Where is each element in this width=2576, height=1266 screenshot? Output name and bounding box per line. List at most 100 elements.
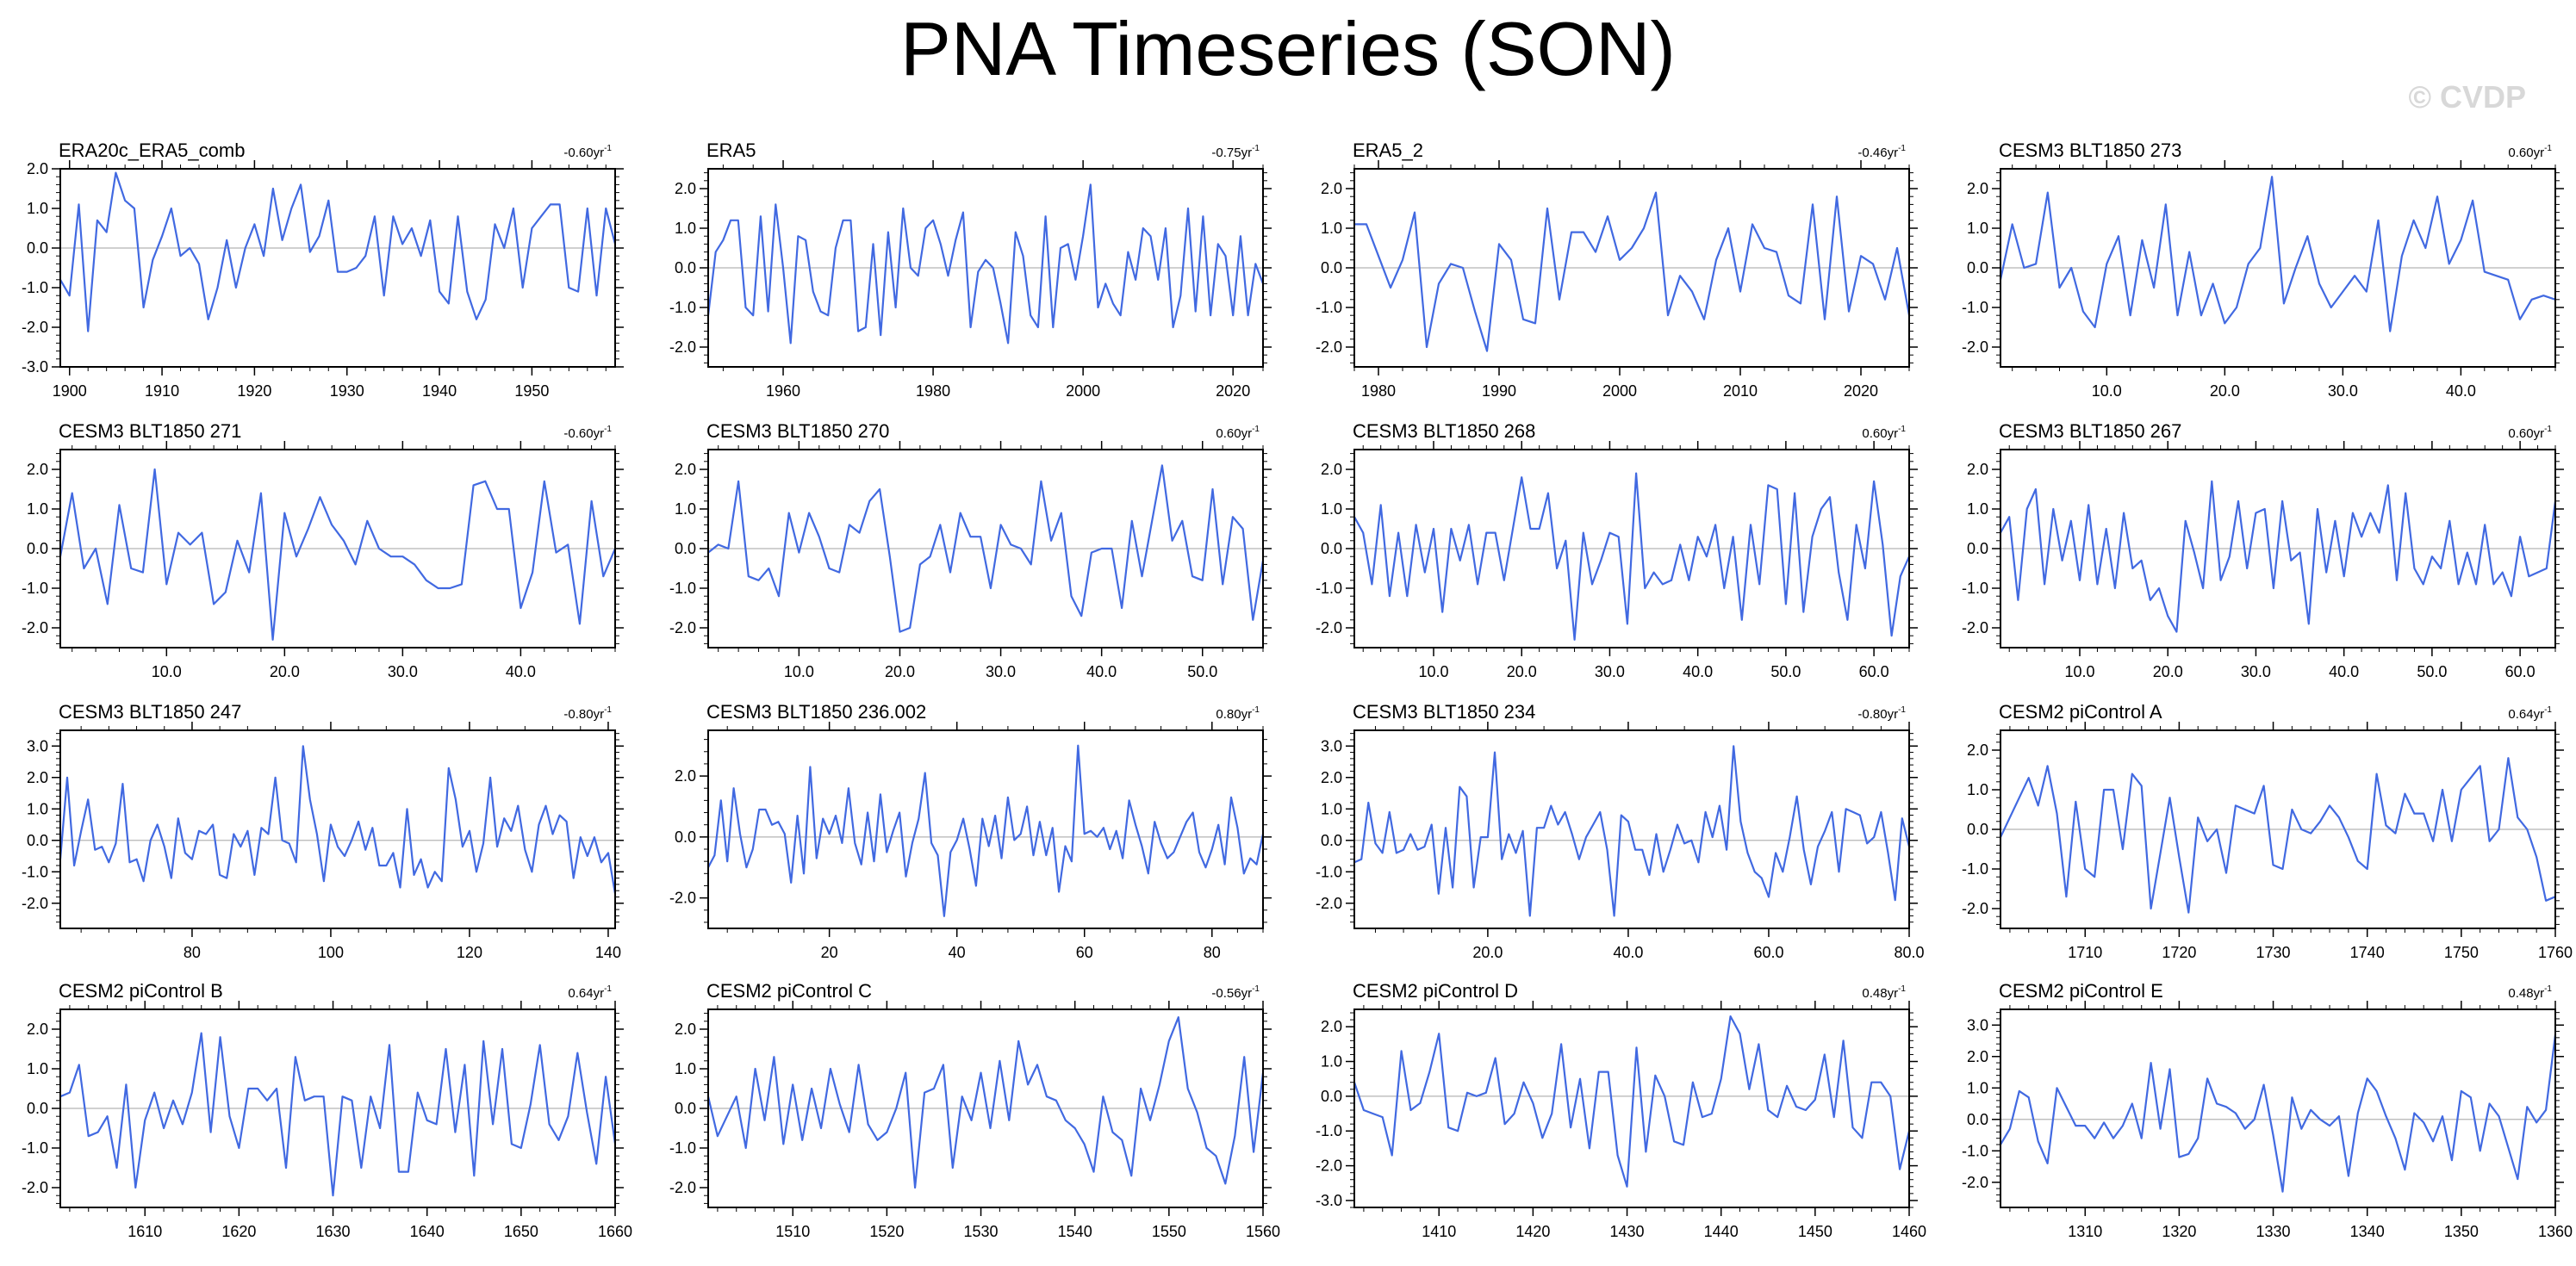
y-tick-label: 0.0 (27, 239, 48, 257)
panel-title: CESM3 BLT1850 270 (706, 420, 889, 442)
y-tick-label: -1.0 (1962, 1142, 1988, 1159)
x-tick-label: 50.0 (1187, 663, 1217, 680)
series-line (706, 183, 1265, 344)
x-tick-label: 40 (949, 944, 966, 961)
panel-title: CESM2 piControl C (706, 980, 872, 1002)
y-tick-label: 1.0 (1321, 220, 1342, 237)
x-tick-label: 1660 (598, 1223, 632, 1240)
y-tick-label: 1.0 (675, 500, 696, 518)
chart-panel-2: ERA5 -0.75yr-1 -2.0 -1.0 0.0 1.0 2.0 1960 1980 20… (669, 140, 1272, 400)
trend-label: 0.48yr-1 (1862, 984, 1906, 1001)
x-tick-label: 1560 (1246, 1223, 1280, 1240)
y-tick-label: -2.0 (1962, 1174, 1988, 1191)
chart-panel-11: CESM3 BLT1850 234 -0.80yr-1 -2.0 -1.0 0.0 1.0… (1316, 701, 1925, 961)
x-tick-label: 20.0 (2210, 382, 2240, 400)
trend-label: -0.75yr-1 (1211, 144, 1260, 160)
y-tick-label: 2.0 (1967, 1048, 1988, 1065)
x-tick-label: 30.0 (986, 663, 1016, 680)
series-line (1353, 1015, 1911, 1188)
y-tick-label: 1.0 (27, 500, 48, 518)
y-tick-label: -2.0 (22, 1179, 48, 1196)
trend-label: 0.60yr-1 (2508, 425, 2552, 441)
y-tick-label: 1.0 (1967, 781, 1988, 798)
y-tick-label: 2.0 (1321, 461, 1342, 478)
plot-frame (1353, 729, 1910, 929)
panel-title: CESM2 piControl B (59, 980, 223, 1002)
y-tick-label: -1.0 (669, 1139, 696, 1157)
y-tick-label: 2.0 (27, 769, 48, 786)
y-tick-label: 2.0 (675, 461, 696, 478)
y-tick-label: 1.0 (1321, 500, 1342, 518)
y-tick-label: -1.0 (1316, 580, 1342, 597)
x-tick-label: 1310 (2068, 1223, 2102, 1240)
y-tick-label: -1.0 (1962, 299, 1988, 316)
x-tick-label: 60.0 (1753, 944, 1783, 961)
x-tick-label: 1930 (330, 382, 364, 400)
trend-label: 0.60yr-1 (2508, 144, 2552, 160)
y-tick-label: 0.0 (1321, 259, 1342, 276)
series-line (1999, 176, 2556, 332)
plot-frame (707, 729, 1264, 929)
x-tick-label: 1450 (1798, 1223, 1832, 1240)
x-tick-label: 20.0 (1472, 944, 1503, 961)
page-title: PNA Timeseries (SON) (900, 6, 1676, 91)
x-tick-label: 80 (184, 944, 201, 961)
x-tick-label: 2000 (1066, 382, 1100, 400)
x-tick-label: 1940 (422, 382, 457, 400)
plot-frame (1353, 1008, 1910, 1208)
x-tick-label: 60.0 (1859, 663, 1889, 680)
x-tick-label: 1740 (2350, 944, 2385, 961)
series-line (59, 1032, 617, 1197)
chart-panel-5: CESM3 BLT1850 271 -0.60yr-1 -2.0 -1.0 0.0 1.0… (22, 420, 624, 680)
y-tick-label: 0.0 (675, 1100, 696, 1117)
y-tick-label: 1.0 (1967, 1079, 1988, 1096)
panel-title: ERA5_2 (1353, 140, 1423, 161)
y-tick-label: 2.0 (675, 1021, 696, 1038)
y-tick-label: -2.0 (1316, 619, 1342, 636)
trend-label: 0.48yr-1 (2508, 984, 2552, 1001)
x-tick-label: 60 (1076, 944, 1093, 961)
plot-frame (59, 729, 616, 929)
y-tick-label: 2.0 (1321, 180, 1342, 197)
chart-panel-4: CESM3 BLT1850 273 0.60yr-1 -2.0 -1.0 0.0 1.0 2… (1962, 140, 2564, 400)
y-tick-label: 3.0 (27, 737, 48, 754)
x-tick-label: 1720 (2162, 944, 2196, 961)
x-tick-label: 1630 (316, 1223, 351, 1240)
series-line (59, 468, 617, 641)
panel-title: CESM3 BLT1850 273 (1999, 140, 2181, 161)
chart-panel-14: CESM2 piControl C -0.56yr-1 -2.0 -1.0 0.0 1.0… (669, 980, 1280, 1240)
x-tick-label: 1910 (145, 382, 179, 400)
x-tick-label: 30.0 (2328, 382, 2358, 400)
y-tick-label: -1.0 (22, 580, 48, 597)
x-tick-label: 50.0 (2417, 663, 2447, 680)
x-tick-label: 10.0 (152, 663, 182, 680)
y-tick-label: 2.0 (1967, 461, 1988, 478)
chart-panel-9: CESM3 BLT1850 247 -0.80yr-1 -2.0 -1.0 0.0 1.0… (22, 701, 624, 961)
x-tick-label: 40.0 (1683, 663, 1713, 680)
chart-panel-10: CESM3 BLT1850 236.002 0.80yr-1 -2.0 0.0 2.0 2… (669, 701, 1272, 961)
x-tick-label: 1620 (221, 1223, 256, 1240)
x-tick-label: 100 (318, 944, 344, 961)
x-tick-label: 1750 (2444, 944, 2479, 961)
chart-panel-3: ERA5_2 -0.46yr-1 -2.0 -1.0 0.0 1.0 2.0 1980 1990… (1316, 140, 1918, 400)
trend-label: 0.64yr-1 (568, 984, 612, 1001)
y-tick-label: -2.0 (1316, 338, 1342, 356)
trend-label: -0.56yr-1 (1211, 984, 1260, 1001)
y-tick-label: 1.0 (675, 1060, 696, 1077)
y-tick-label: -2.0 (22, 619, 48, 636)
x-tick-label: 1510 (775, 1223, 810, 1240)
y-tick-label: -1.0 (1962, 860, 1988, 878)
x-tick-label: 1760 (2538, 944, 2573, 961)
y-tick-label: -2.0 (1962, 619, 1988, 636)
x-tick-label: 1950 (514, 382, 549, 400)
y-tick-label: -1.0 (22, 279, 48, 296)
trend-label: 0.60yr-1 (1862, 425, 1906, 441)
series-line (1353, 745, 1911, 917)
cvdp-watermark: © CVDP (2408, 79, 2526, 115)
panel-title: CESM3 BLT1850 234 (1353, 701, 1535, 723)
series-line (59, 171, 617, 332)
trend-label: -0.80yr-1 (563, 705, 612, 722)
series-line (706, 1016, 1265, 1189)
x-tick-label: 30.0 (1595, 663, 1625, 680)
